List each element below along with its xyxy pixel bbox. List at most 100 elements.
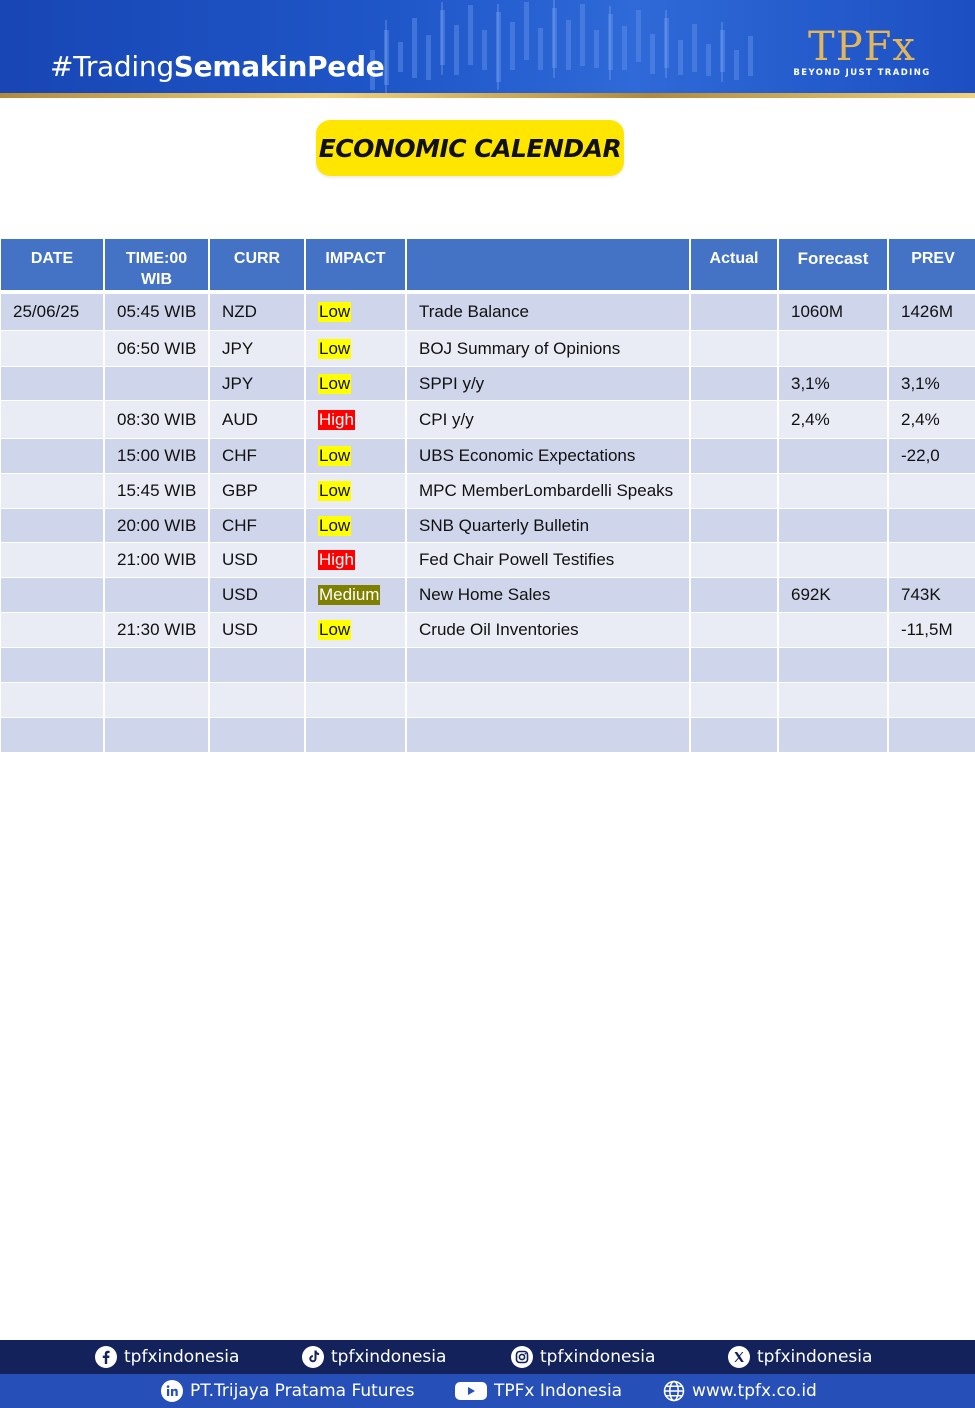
time-cell: 08:30 WIB bbox=[105, 401, 208, 439]
footer-company-label: PT.Trijaya Pratama Futures bbox=[190, 1381, 415, 1401]
impact-cell: Low bbox=[306, 474, 405, 509]
time-cell: 20:00 WIB bbox=[105, 509, 208, 543]
impact-badge: Medium bbox=[318, 585, 381, 605]
youtube-icon bbox=[454, 1379, 488, 1403]
forecast-cell bbox=[779, 439, 887, 474]
time-cell: 21:00 WIB bbox=[105, 543, 208, 578]
date-cell bbox=[1, 331, 103, 367]
impact-cell: High bbox=[306, 543, 405, 578]
date-cell bbox=[1, 683, 103, 718]
column-header-time: TIME:00 WIB bbox=[105, 239, 208, 294]
time-cell bbox=[105, 718, 208, 753]
time-cell: 15:45 WIB bbox=[105, 474, 208, 509]
time-cell: 15:00 WIB bbox=[105, 439, 208, 474]
date-cell bbox=[1, 474, 103, 509]
date-cell: 25/06/25 bbox=[1, 294, 103, 331]
prev-cell: 1426M bbox=[889, 294, 975, 331]
table-header-row: DATE TIME:00 WIB CURR IMPACT Actual Fore… bbox=[1, 239, 975, 294]
impact-badge: Low bbox=[318, 481, 352, 501]
forecast-cell bbox=[779, 509, 887, 543]
prev-cell bbox=[889, 648, 975, 683]
actual-cell bbox=[691, 683, 777, 718]
footer-facebook[interactable]: tpfxindonesia bbox=[94, 1344, 239, 1370]
candlestick-background-graphic bbox=[370, 0, 753, 95]
currency-cell: CHF bbox=[210, 509, 304, 543]
impact-cell: High bbox=[306, 401, 405, 439]
forecast-cell bbox=[779, 648, 887, 683]
footer-instagram[interactable]: tpfxindonesia bbox=[510, 1344, 655, 1370]
impact-cell: Low bbox=[306, 331, 405, 367]
currency-cell: AUD bbox=[210, 401, 304, 439]
header-banner: #TradingSemakinPede TPFx BEYOND JUST TRA… bbox=[0, 0, 975, 98]
impact-badge: Low bbox=[318, 302, 352, 322]
instagram-icon bbox=[510, 1345, 534, 1369]
column-header-currency: CURR bbox=[210, 239, 304, 294]
actual-cell bbox=[691, 613, 777, 648]
facebook-icon bbox=[94, 1345, 118, 1369]
forecast-cell bbox=[779, 718, 887, 753]
currency-cell: JPY bbox=[210, 331, 304, 367]
hashtag-bold: SemakinPede bbox=[173, 50, 385, 83]
event-cell: New Home Sales bbox=[407, 578, 689, 613]
event-cell bbox=[407, 718, 689, 753]
footer-website-label: www.tpfx.co.id bbox=[692, 1381, 817, 1401]
event-cell bbox=[407, 648, 689, 683]
actual-cell bbox=[691, 294, 777, 331]
table-row: 06:50 WIB JPY Low BOJ Summary of Opinions bbox=[1, 331, 975, 367]
economic-calendar-table: DATE TIME:00 WIB CURR IMPACT Actual Fore… bbox=[0, 239, 975, 753]
time-cell bbox=[105, 578, 208, 613]
footer-linkedin[interactable]: PT.Trijaya Pratama Futures bbox=[160, 1378, 414, 1404]
time-cell: 21:30 WIB bbox=[105, 613, 208, 648]
table-row bbox=[1, 648, 975, 683]
event-cell: MPC MemberLombardelli Speaks bbox=[407, 474, 689, 509]
date-cell bbox=[1, 401, 103, 439]
event-cell: UBS Economic Expectations bbox=[407, 439, 689, 474]
prev-cell bbox=[889, 683, 975, 718]
date-cell bbox=[1, 613, 103, 648]
actual-cell bbox=[691, 439, 777, 474]
footer-website[interactable]: www.tpfx.co.id bbox=[662, 1378, 817, 1404]
column-header-time-label: TIME:00 WIB bbox=[125, 250, 188, 288]
date-cell bbox=[1, 718, 103, 753]
time-cell: 05:45 WIB bbox=[105, 294, 208, 331]
currency-cell: JPY bbox=[210, 367, 304, 401]
currency-cell: USD bbox=[210, 578, 304, 613]
tpfx-logo: TPFx BEYOND JUST TRADING bbox=[792, 26, 932, 86]
currency-cell: GBP bbox=[210, 474, 304, 509]
footer-x[interactable]: tpfxindonesia bbox=[727, 1344, 872, 1370]
prev-cell: 2,4% bbox=[889, 401, 975, 439]
actual-cell bbox=[691, 543, 777, 578]
prev-cell: -11,5M bbox=[889, 613, 975, 648]
time-cell bbox=[105, 367, 208, 401]
hashtag-prefix: #Trading bbox=[50, 50, 174, 83]
table-row bbox=[1, 683, 975, 718]
impact-cell: Low bbox=[306, 439, 405, 474]
event-cell: SNB Quarterly Bulletin bbox=[407, 509, 689, 543]
column-header-date: DATE bbox=[1, 239, 103, 294]
page-title: ECONOMIC CALENDAR bbox=[318, 133, 622, 163]
impact-badge: Low bbox=[318, 620, 352, 640]
tiktok-icon bbox=[301, 1345, 325, 1369]
column-header-prev: PREV bbox=[889, 239, 975, 294]
prev-cell: 3,1% bbox=[889, 367, 975, 401]
currency-cell: NZD bbox=[210, 294, 304, 331]
impact-cell: Low bbox=[306, 613, 405, 648]
forecast-cell bbox=[779, 613, 887, 648]
footer: tpfxindonesia tpfxindonesia tpfxindonesi… bbox=[0, 1340, 975, 1408]
footer-youtube[interactable]: TPFx Indonesia bbox=[454, 1378, 622, 1404]
impact-badge: High bbox=[318, 409, 355, 430]
impact-cell: Medium bbox=[306, 578, 405, 613]
footer-tiktok[interactable]: tpfxindonesia bbox=[301, 1344, 446, 1370]
impact-cell: Low bbox=[306, 294, 405, 331]
forecast-cell: 692K bbox=[779, 578, 887, 613]
forecast-cell: 3,1% bbox=[779, 367, 887, 401]
actual-cell bbox=[691, 331, 777, 367]
footer-facebook-label: tpfxindonesia bbox=[124, 1347, 240, 1367]
event-cell: Fed Chair Powell Testifies bbox=[407, 543, 689, 578]
event-cell: BOJ Summary of Opinions bbox=[407, 331, 689, 367]
date-cell bbox=[1, 578, 103, 613]
time-cell bbox=[105, 683, 208, 718]
table-row bbox=[1, 718, 975, 753]
table-row: 21:00 WIB USD High Fed Chair Powell Testifi… bbox=[1, 543, 975, 578]
date-cell bbox=[1, 509, 103, 543]
